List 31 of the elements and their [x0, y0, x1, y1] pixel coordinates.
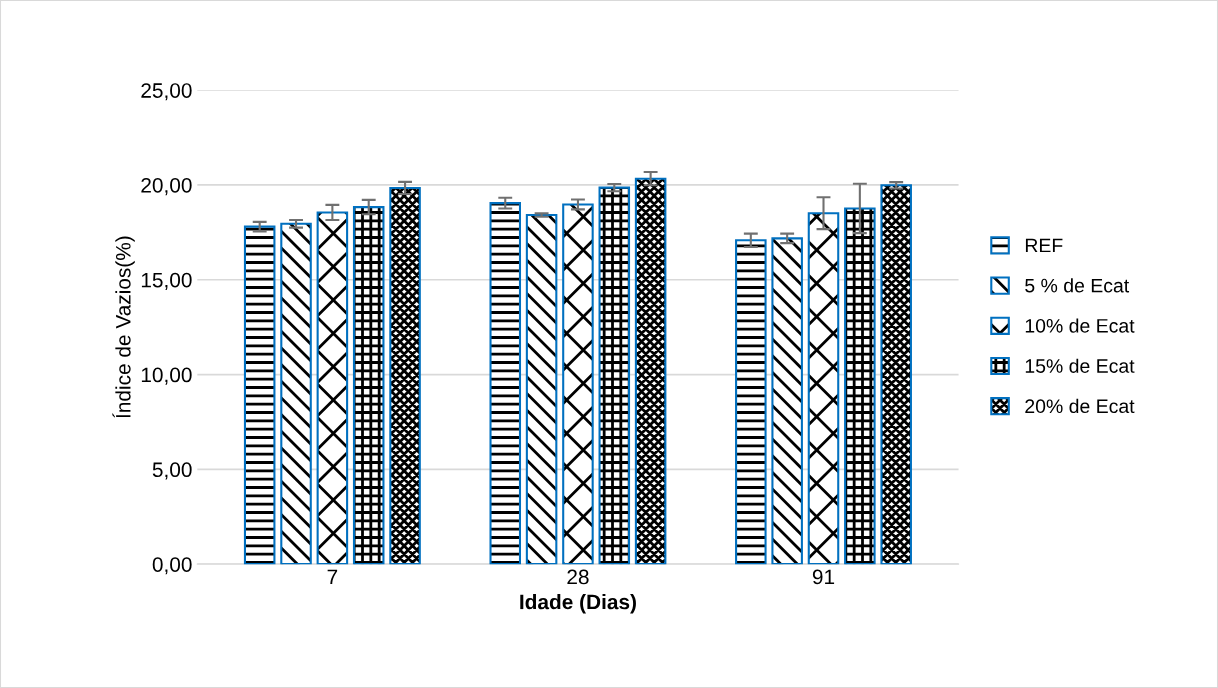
x-axis-title: Idade (Dias): [520, 594, 636, 614]
bar: [280, 222, 312, 565]
legend-label: 10% de Ecat: [1025, 318, 1135, 333]
bar: [316, 211, 349, 565]
bar: [389, 186, 421, 565]
bar: [562, 203, 594, 565]
bar: [598, 186, 631, 565]
y-tick-label: 25,00: [141, 83, 192, 101]
legend-label: 20% de Ecat: [1025, 398, 1135, 414]
y-axis-title: Índice de Vazios(%): [112, 236, 135, 418]
bar: [807, 212, 840, 565]
x-tick-label: 91: [812, 569, 835, 585]
bar: [880, 184, 912, 565]
bar: [243, 225, 276, 565]
bar: [735, 239, 767, 565]
y-tick-label: 20,00: [141, 177, 192, 196]
bar: [844, 207, 876, 565]
bar: [525, 214, 558, 565]
bar: [771, 237, 803, 565]
y-tick-label: 10,00: [141, 367, 192, 385]
x-tick-label: 7: [327, 569, 338, 585]
legend-label: 15% de Ecat: [1025, 358, 1135, 373]
bar: [352, 206, 385, 565]
y-tick-label: 15,00: [141, 272, 192, 290]
bar: [634, 177, 667, 565]
y-tick-label: 5,00: [152, 462, 192, 480]
x-tick-label: 28: [567, 569, 589, 585]
y-tick-label: 0,00: [152, 557, 192, 575]
bar: [489, 202, 522, 565]
legend-label: 5 % de Ecat: [1025, 278, 1130, 293]
legend-label: REF: [1025, 238, 1063, 253]
